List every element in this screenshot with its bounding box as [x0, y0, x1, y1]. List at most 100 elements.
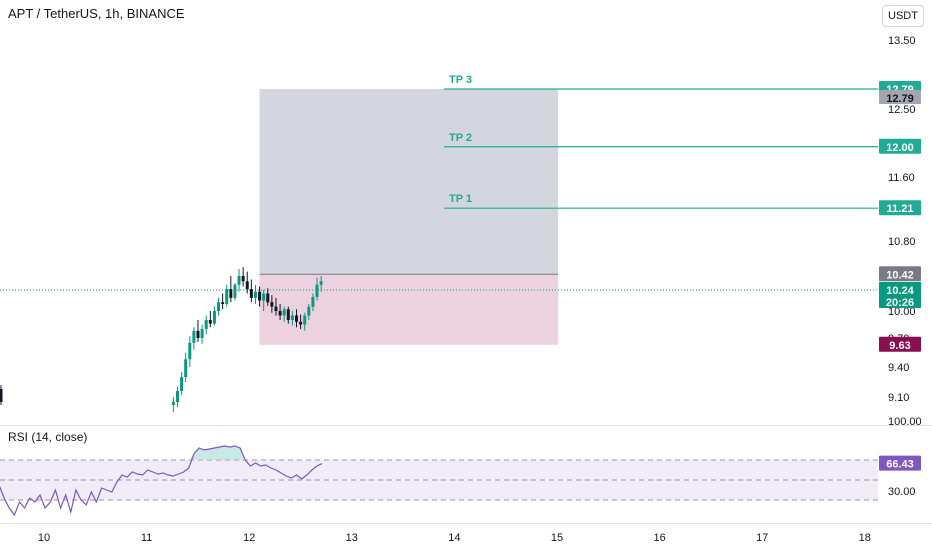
- candle-body: [319, 281, 323, 285]
- candle-body: [212, 311, 216, 324]
- candle-body: [295, 315, 298, 322]
- position-top-badge: 12.79: [879, 89, 921, 105]
- entry-badge: 10.42: [879, 266, 921, 282]
- candle-body: [270, 302, 274, 307]
- price-tick-4: 10.00: [888, 306, 916, 318]
- candle-21: [253, 284, 257, 304]
- candle-body: [188, 342, 192, 360]
- candle-body: [266, 293, 270, 303]
- candle-body: [278, 311, 282, 316]
- candle-5: [188, 336, 192, 367]
- candle-body: [208, 320, 212, 324]
- candle-body: [274, 306, 278, 311]
- candle-body: [180, 377, 184, 391]
- candle-body: [175, 391, 179, 402]
- candle-1: [171, 397, 175, 412]
- candle-body: [221, 302, 225, 304]
- target-label-3: TP 1: [449, 193, 472, 205]
- candle-body: [303, 315, 307, 325]
- candle-33: [303, 312, 307, 331]
- candle-22: [258, 286, 262, 307]
- position-top-badge-text-0: 12.79: [886, 93, 914, 105]
- price-tick-0: 13.50: [888, 35, 916, 47]
- candle-37: [319, 276, 323, 292]
- rsi-tick-0: 100.00: [888, 416, 922, 428]
- price-tick-1: 12.50: [888, 104, 916, 116]
- candle-body: [290, 315, 294, 320]
- candle-25: [270, 295, 274, 313]
- price-tick-6: 9.40: [888, 362, 909, 374]
- rsi-value-text: 66.43: [886, 459, 914, 471]
- candle-body: [196, 330, 200, 338]
- candle-4: [184, 352, 188, 382]
- candle-body: [217, 302, 221, 311]
- rsi-overbought-fill: [0, 446, 323, 460]
- candle-19: [245, 271, 249, 294]
- current-price-badge-text-0: 10.24: [886, 285, 914, 297]
- price-pane[interactable]: TP 3 TP 2 TP 1: [0, 74, 878, 412]
- candle-body: [253, 291, 257, 298]
- candle-body: [0, 389, 3, 402]
- candle-10: [208, 311, 212, 328]
- current-price-badge-bg: [879, 282, 921, 308]
- candle-29: [286, 306, 290, 324]
- price-tick-3: 10.80: [888, 236, 916, 248]
- candle-12: [217, 297, 221, 316]
- entry-badge-text-0: 10.42: [886, 269, 914, 281]
- rsi-band: [0, 460, 878, 500]
- rsi-value-badge-bg: [879, 455, 921, 471]
- candle-34: [307, 304, 311, 320]
- time-tick-15: 15: [551, 532, 563, 544]
- candle-36: [315, 277, 319, 301]
- candle-3: [180, 372, 184, 395]
- price-tick-2: 11.60: [888, 172, 915, 184]
- candle-30: [290, 311, 294, 326]
- loss-zone: [259, 274, 559, 345]
- time-tick-10: 10: [38, 532, 50, 544]
- candle-body: [241, 276, 245, 282]
- time-tick-11: 11: [141, 532, 152, 544]
- rsi-value-badge: 66.43: [879, 455, 921, 471]
- target-badge-2-bg: [879, 138, 921, 154]
- candle-23: [262, 290, 266, 311]
- time-tick-17: 17: [756, 532, 768, 544]
- target-badge-3-text-0: 11.21: [887, 203, 914, 215]
- time-tick-18: 18: [859, 532, 871, 544]
- candle-body: [299, 321, 303, 325]
- candle-body: [237, 276, 241, 285]
- stop-badge-text-0: 9.63: [889, 340, 910, 352]
- current-price-badge-text-1: 20:26: [886, 297, 914, 309]
- candle-body: [184, 359, 188, 377]
- time-tick-16: 16: [653, 532, 665, 544]
- target-badge-3-bg: [879, 200, 921, 216]
- time-tick-14: 14: [448, 532, 460, 544]
- candle-16: [233, 283, 237, 301]
- candle-body: [204, 320, 208, 329]
- candle-9: [204, 315, 208, 335]
- candle-body: [258, 291, 262, 301]
- candle-35: [311, 293, 315, 311]
- target-label-2: TP 2: [449, 132, 472, 144]
- candle-8: [200, 324, 204, 344]
- rsi-pane[interactable]: [0, 445, 878, 517]
- candle-31: [295, 309, 298, 328]
- profit-zone: [259, 88, 559, 275]
- candle-body: [286, 309, 290, 320]
- target-badge-2-text-0: 12.00: [886, 142, 914, 154]
- currency-button[interactable]: USDT: [882, 5, 924, 27]
- target-badge-2: 12.00: [879, 138, 921, 154]
- target-label-1: TP 3: [449, 74, 472, 86]
- candle-body: [311, 297, 315, 307]
- candle-26: [274, 297, 278, 316]
- candle-body: [225, 289, 229, 304]
- position-top-badge-bg: [879, 89, 921, 104]
- candle-0: [0, 385, 3, 405]
- candle-body: [171, 402, 175, 405]
- entry-badge-bg: [879, 266, 921, 282]
- candle-18: [241, 267, 245, 287]
- candle-24: [266, 288, 270, 306]
- candle-13: [221, 293, 225, 310]
- price-plot-area: TP 3 TP 2 TP 1: [0, 74, 878, 412]
